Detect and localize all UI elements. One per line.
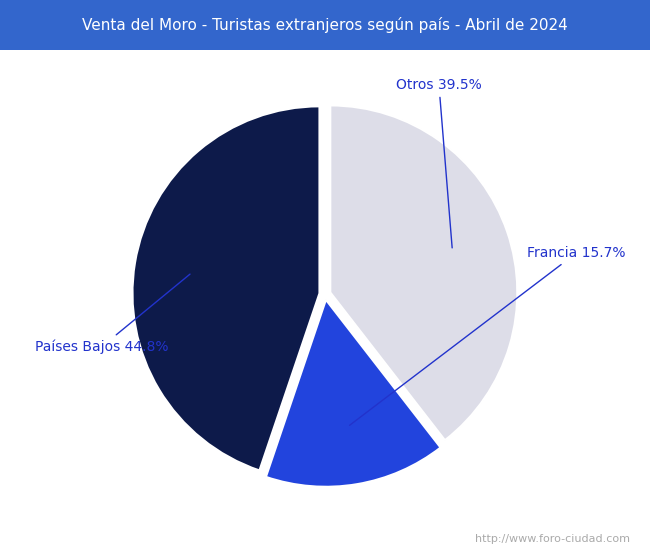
Text: Venta del Moro - Turistas extranjeros según país - Abril de 2024: Venta del Moro - Turistas extranjeros se… xyxy=(82,16,568,33)
Wedge shape xyxy=(266,300,441,487)
Text: Países Bajos 44.8%: Países Bajos 44.8% xyxy=(35,274,190,354)
Wedge shape xyxy=(330,106,517,440)
Text: http://www.foro-ciudad.com: http://www.foro-ciudad.com xyxy=(476,535,630,544)
Wedge shape xyxy=(133,106,319,470)
Text: Otros 39.5%: Otros 39.5% xyxy=(396,78,482,248)
Text: Francia 15.7%: Francia 15.7% xyxy=(350,246,625,425)
